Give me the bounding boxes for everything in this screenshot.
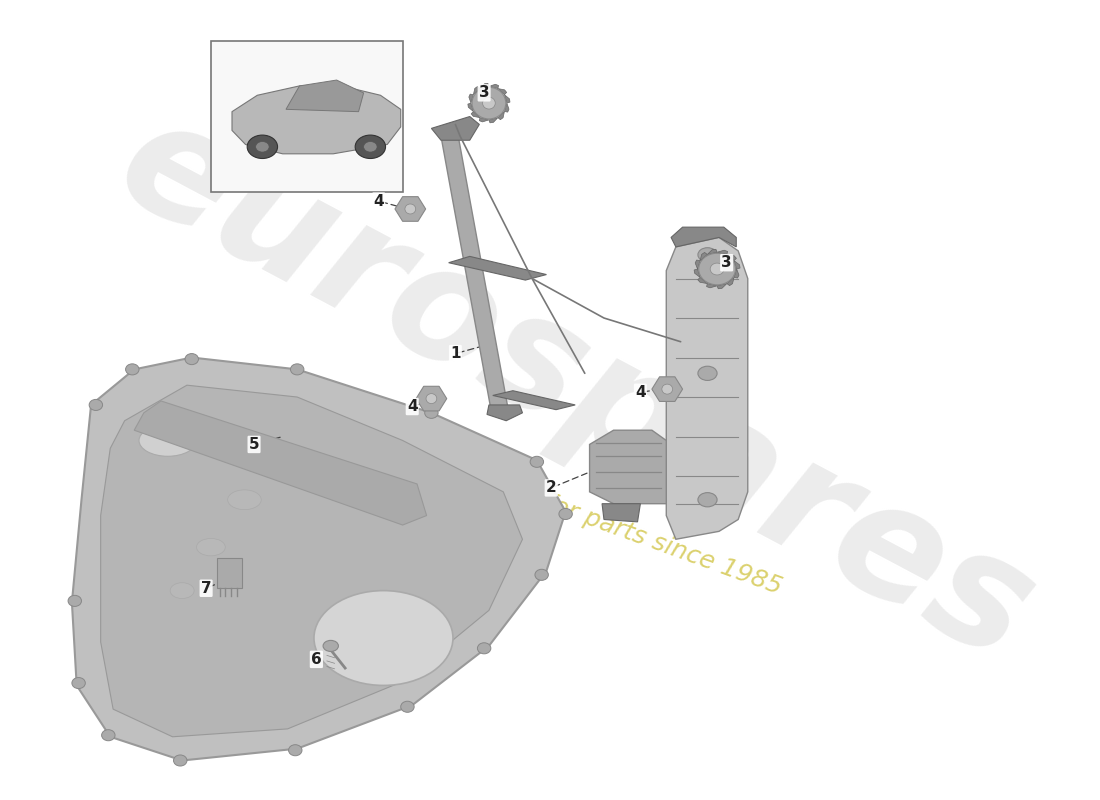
Polygon shape: [590, 430, 667, 504]
Ellipse shape: [197, 538, 226, 556]
Text: 4: 4: [407, 399, 418, 414]
Text: 7: 7: [201, 581, 211, 596]
Polygon shape: [469, 94, 473, 103]
Polygon shape: [707, 250, 717, 254]
Polygon shape: [449, 256, 547, 280]
Text: eurospares: eurospares: [92, 83, 1057, 694]
Polygon shape: [480, 118, 488, 122]
Ellipse shape: [472, 87, 506, 119]
Polygon shape: [232, 86, 400, 154]
Ellipse shape: [228, 490, 261, 510]
Ellipse shape: [405, 204, 416, 214]
Ellipse shape: [697, 493, 717, 507]
Polygon shape: [602, 504, 640, 522]
Polygon shape: [697, 278, 707, 283]
Polygon shape: [498, 89, 507, 94]
Ellipse shape: [535, 570, 549, 580]
Polygon shape: [498, 111, 505, 120]
Ellipse shape: [559, 509, 572, 519]
Ellipse shape: [662, 384, 672, 394]
Polygon shape: [441, 136, 508, 409]
Ellipse shape: [68, 595, 81, 606]
Text: 3: 3: [478, 86, 490, 100]
Text: 2: 2: [546, 480, 557, 495]
Polygon shape: [431, 117, 480, 140]
Bar: [211, 42, 403, 191]
Polygon shape: [416, 386, 447, 411]
Ellipse shape: [248, 135, 277, 158]
Ellipse shape: [185, 354, 198, 365]
Ellipse shape: [364, 142, 377, 152]
Polygon shape: [488, 118, 498, 123]
Polygon shape: [706, 283, 717, 288]
Ellipse shape: [477, 642, 491, 654]
Ellipse shape: [530, 456, 543, 467]
Text: 1: 1: [450, 346, 461, 361]
Text: 6: 6: [311, 652, 321, 667]
Ellipse shape: [483, 97, 495, 109]
Ellipse shape: [400, 702, 414, 712]
Text: 3: 3: [722, 255, 732, 270]
Ellipse shape: [355, 135, 385, 158]
Ellipse shape: [711, 263, 724, 275]
Text: 5: 5: [249, 437, 260, 452]
Polygon shape: [72, 358, 565, 761]
Polygon shape: [734, 269, 739, 278]
Polygon shape: [727, 254, 736, 261]
Ellipse shape: [698, 254, 736, 285]
Polygon shape: [468, 103, 473, 111]
Ellipse shape: [125, 364, 139, 375]
Ellipse shape: [255, 142, 270, 152]
Ellipse shape: [314, 590, 453, 686]
Polygon shape: [505, 94, 510, 103]
Polygon shape: [695, 260, 701, 269]
Text: 4: 4: [635, 385, 646, 400]
Polygon shape: [134, 401, 427, 525]
Polygon shape: [395, 197, 426, 222]
Polygon shape: [717, 250, 727, 254]
Ellipse shape: [72, 678, 86, 689]
Polygon shape: [717, 283, 727, 289]
Polygon shape: [488, 84, 498, 89]
Polygon shape: [734, 261, 740, 269]
Polygon shape: [652, 377, 683, 402]
Polygon shape: [727, 278, 734, 286]
Ellipse shape: [697, 366, 717, 381]
Ellipse shape: [697, 248, 717, 262]
Ellipse shape: [425, 407, 438, 418]
Ellipse shape: [426, 394, 437, 403]
Polygon shape: [671, 227, 736, 247]
Polygon shape: [286, 80, 364, 112]
Polygon shape: [694, 269, 701, 278]
Text: 4: 4: [373, 194, 384, 209]
Polygon shape: [701, 253, 707, 261]
Ellipse shape: [290, 364, 304, 375]
Ellipse shape: [174, 755, 187, 766]
Polygon shape: [480, 83, 488, 89]
Ellipse shape: [323, 640, 339, 651]
Polygon shape: [487, 405, 522, 421]
Polygon shape: [505, 103, 509, 112]
Text: a passion for parts since 1985: a passion for parts since 1985: [422, 447, 785, 599]
Polygon shape: [493, 390, 575, 410]
Polygon shape: [473, 86, 480, 94]
Polygon shape: [101, 385, 522, 737]
Ellipse shape: [139, 425, 197, 456]
Ellipse shape: [89, 399, 102, 410]
Ellipse shape: [288, 745, 302, 756]
Bar: [217, 558, 242, 588]
Polygon shape: [667, 238, 748, 539]
Polygon shape: [471, 111, 480, 118]
Ellipse shape: [170, 582, 194, 598]
Ellipse shape: [101, 730, 116, 741]
